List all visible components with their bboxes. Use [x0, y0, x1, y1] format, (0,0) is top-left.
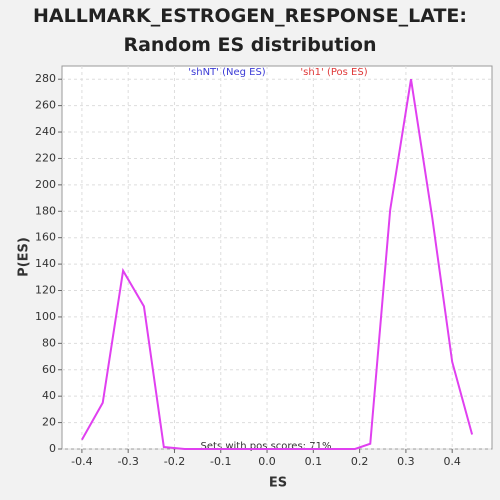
- annotation: Sets with pos scores: 71%: [201, 441, 332, 452]
- series-line: [81, 79, 474, 450]
- y-tick-label: 220: [35, 151, 56, 164]
- y-tick-label: 280: [35, 72, 56, 85]
- y-tick-label: 80: [42, 336, 56, 349]
- x-tick-label: 0.3: [397, 455, 415, 468]
- y-tick-label: 40: [42, 389, 56, 402]
- x-tick-label: -0.3: [117, 455, 138, 468]
- legend-entry: 'shNT' (Neg ES): [188, 67, 266, 78]
- y-tick-label: 180: [35, 204, 56, 217]
- y-tick-label: 260: [35, 99, 56, 112]
- y-tick-label: 140: [35, 257, 56, 270]
- y-tick-label: 60: [42, 363, 56, 376]
- y-tick-label: 100: [35, 310, 56, 323]
- y-tick-label: 240: [35, 125, 56, 138]
- x-tick-label: 0.1: [305, 455, 323, 468]
- plot-area: [61, 65, 493, 450]
- y-tick-label: 120: [35, 284, 56, 297]
- x-tick-label: -0.1: [210, 455, 231, 468]
- y-axis-label: P(ES): [17, 237, 32, 277]
- y-tick-label: 0: [49, 442, 56, 455]
- y-tick-label: 20: [42, 416, 56, 429]
- x-tick-label: -0.2: [164, 455, 185, 468]
- chart-title: HALLMARK_ESTROGEN_RESPONSE_LATE: Random …: [33, 5, 467, 56]
- y-tick-label: 160: [35, 231, 56, 244]
- x-tick-label: 0.0: [258, 455, 276, 468]
- y-tick-label: 200: [35, 178, 56, 191]
- legend-entry: 'sh1' (Pos ES): [300, 67, 367, 78]
- x-axis-label: ES: [269, 476, 287, 491]
- x-tick-label: -0.4: [71, 455, 92, 468]
- x-tick-label: 0.4: [443, 455, 461, 468]
- x-tick-label: 0.2: [351, 455, 369, 468]
